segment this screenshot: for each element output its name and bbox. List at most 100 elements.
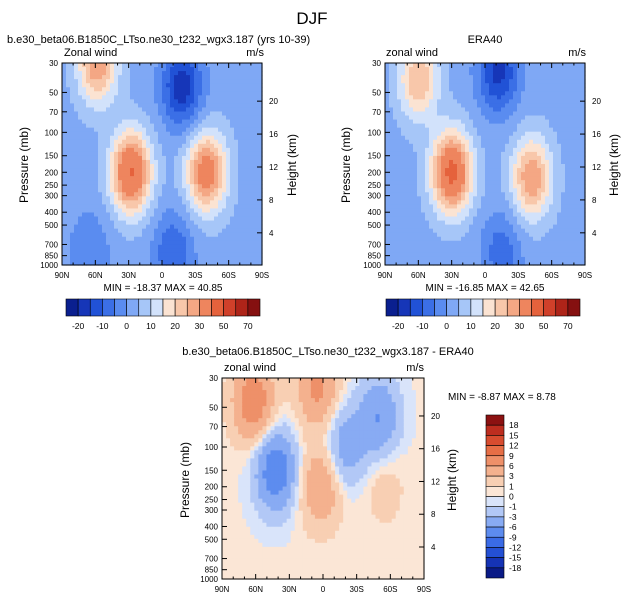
field-cell [210,208,215,213]
field-cell [557,196,562,201]
field-cell [166,188,171,193]
field-cell [441,176,446,181]
field-cell [501,200,506,205]
field-cell [78,217,83,222]
field-cell [389,148,394,153]
field-cell [162,196,167,201]
field-cell [94,180,99,185]
field-cell [469,257,474,262]
field-cell [202,116,207,121]
field-cell [445,184,450,189]
field-cell [182,237,187,242]
field-cell [513,221,518,226]
field-cell [481,192,486,197]
field-cell [417,87,422,92]
field-cell [405,180,410,185]
field-cell [194,116,199,121]
field-cell [174,79,179,84]
field-cell [126,136,131,141]
field-cell [425,184,430,189]
field-cell [513,83,518,88]
field-cell [210,172,215,177]
field-cell [158,107,163,112]
field-cell [405,152,410,157]
field-cell [477,188,482,193]
field-cell [150,188,155,193]
field-cell [122,180,127,185]
field-cell [529,188,534,193]
field-cell [194,188,199,193]
field-cell [465,140,470,145]
field-cell [170,233,175,238]
field-cell [122,221,127,226]
field-cell [453,152,458,157]
field-cell [178,164,183,169]
field-cell [397,91,402,96]
field-cell [94,196,99,201]
field-cell [421,144,426,149]
field-cell [437,249,442,254]
field-cell [573,168,578,173]
field-cell [521,136,526,141]
field-cell [497,221,502,226]
field-cell [118,241,123,246]
field-cell [429,221,434,226]
field-cell [214,229,219,234]
field-cell [82,144,87,149]
field-cell [489,168,494,173]
field-cell [565,196,570,201]
field-cell [234,241,239,246]
field-cell [417,192,422,197]
field-cell [190,184,195,189]
field-cell [425,245,430,250]
field-cell [234,99,239,104]
field-cell [182,95,187,100]
field-cell [246,63,251,68]
field-cell [230,67,235,72]
field-cell [106,67,111,72]
field-cell [565,75,570,80]
field-cell [230,176,235,181]
field-cell [525,237,530,242]
field-cell [214,67,219,72]
field-cell [561,103,566,108]
field-cell [182,83,187,88]
field-cell [138,79,143,84]
field-cell [158,136,163,141]
field-cell [397,99,402,104]
field-cell [110,204,115,209]
field-cell [62,200,67,205]
field-cell [393,192,398,197]
field-cell [405,172,410,177]
field-cell [453,140,458,145]
field-cell [194,241,199,246]
field-cell [134,120,139,125]
field-cell [210,180,215,185]
field-cell [230,107,235,112]
field-cell [118,111,123,116]
field-cell [130,63,135,68]
field-cell [150,225,155,230]
field-cell [413,196,418,201]
field-cell [138,253,143,258]
field-cell [246,253,251,258]
field-cell [242,160,247,165]
field-cell [529,120,534,125]
field-cell [146,128,151,133]
field-cell [537,124,542,129]
field-cell [90,75,95,80]
field-cell [230,208,235,213]
field-cell [537,188,542,193]
field-cell [553,103,558,108]
field-cell [557,192,562,197]
field-cell [70,168,75,173]
field-cell [78,103,83,108]
field-cell [166,164,171,169]
field-cell [186,241,191,246]
field-cell [545,87,550,92]
field-cell [493,172,498,177]
field-cell [118,136,123,141]
field-cell [170,192,175,197]
field-cell [78,257,83,262]
field-cell [126,116,131,121]
